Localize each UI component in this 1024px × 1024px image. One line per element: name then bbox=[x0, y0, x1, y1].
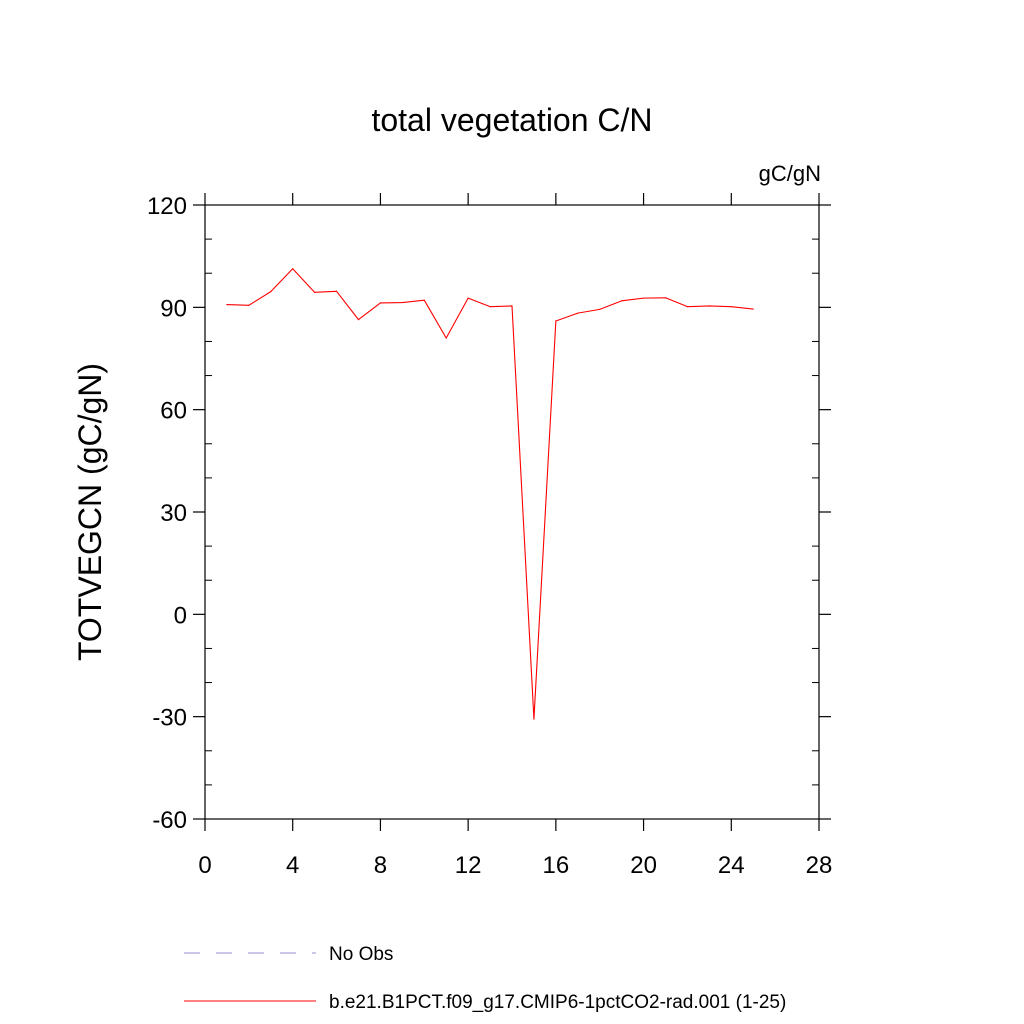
data-point bbox=[248, 304, 250, 306]
data-point bbox=[335, 290, 338, 292]
x-tick-label: 4 bbox=[286, 852, 299, 879]
data-point bbox=[686, 306, 689, 308]
plot-frame bbox=[204, 204, 820, 820]
y-tick-label: -30 bbox=[152, 705, 187, 732]
data-point bbox=[357, 319, 360, 321]
chart-title: total vegetation C/N bbox=[371, 102, 652, 138]
x-tick-label: 16 bbox=[543, 852, 570, 879]
data-point bbox=[533, 718, 535, 720]
x-tick-label: 20 bbox=[630, 852, 657, 879]
data-point bbox=[489, 306, 491, 308]
data-point bbox=[401, 301, 403, 304]
data-point bbox=[270, 291, 272, 293]
y-tick-label: 30 bbox=[160, 500, 187, 527]
legend-entry: No Obs bbox=[329, 944, 393, 965]
y-tick-label: 0 bbox=[174, 602, 187, 629]
series-group bbox=[226, 268, 754, 720]
data-point bbox=[752, 308, 754, 310]
y-axis-label: TOTVEGCN (gC/gN) bbox=[72, 363, 108, 661]
data-point bbox=[292, 268, 294, 270]
data-point bbox=[511, 305, 513, 307]
legend: No Obs b.e21.B1PCT.f09_g17.CMIP6-1pctCO2-… bbox=[184, 944, 786, 1013]
data-point bbox=[226, 304, 228, 306]
data-point bbox=[708, 305, 710, 307]
y-tick-label: -60 bbox=[152, 807, 187, 834]
data-point bbox=[423, 299, 425, 301]
tick-labels: 0 4 8 12 16 20 24 28 -60 -30 0 30 60 90 120 bbox=[147, 193, 832, 879]
y-tick-label: 60 bbox=[160, 398, 187, 425]
x-tick-label: 12 bbox=[455, 852, 482, 879]
data-point bbox=[621, 300, 623, 302]
data-point bbox=[642, 297, 645, 299]
units-label: gC/gN bbox=[759, 161, 821, 186]
data-point bbox=[664, 297, 667, 299]
data-point bbox=[730, 306, 732, 308]
x-tick-label: 24 bbox=[718, 852, 745, 879]
data-point bbox=[577, 312, 579, 314]
y-tick-label: 90 bbox=[160, 295, 187, 322]
series-line-0 bbox=[226, 268, 754, 720]
x-tick-label: 8 bbox=[374, 852, 387, 879]
axis-ticks bbox=[193, 193, 831, 831]
data-point bbox=[467, 297, 469, 299]
y-tick-label: 120 bbox=[147, 193, 187, 220]
legend-entry: b.e21.B1PCT.f09_g17.CMIP6-1pctCO2-rad.00… bbox=[329, 992, 786, 1013]
x-tick-label: 28 bbox=[806, 852, 833, 879]
data-point bbox=[379, 302, 382, 304]
data-point bbox=[555, 320, 557, 322]
data-point bbox=[314, 291, 316, 293]
x-tick-label: 0 bbox=[198, 852, 211, 879]
data-point bbox=[599, 308, 601, 310]
data-point bbox=[445, 337, 447, 339]
